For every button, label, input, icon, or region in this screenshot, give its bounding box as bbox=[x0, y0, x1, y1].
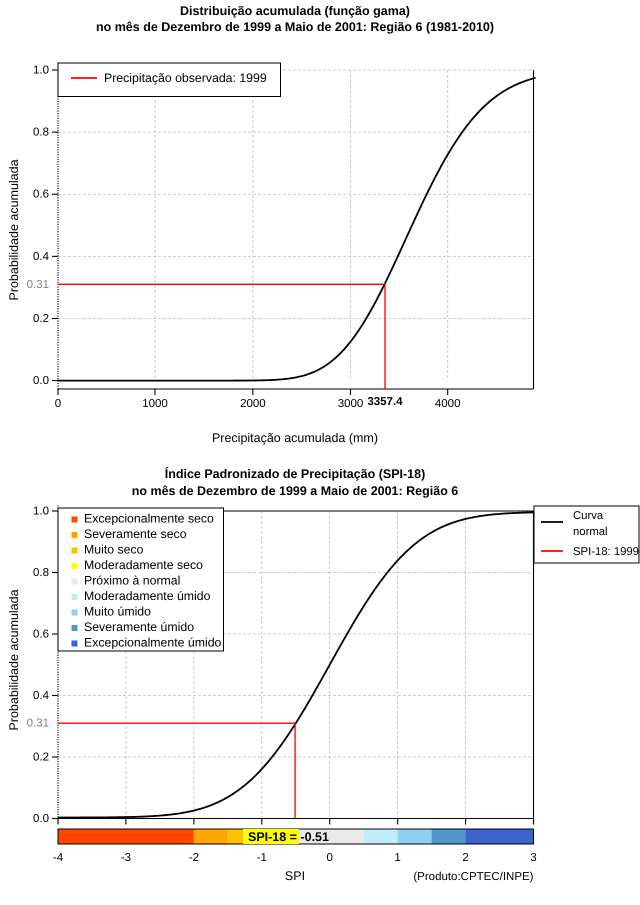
svg-text:no mês de Dezembro de 1999 a M: no mês de Dezembro de 1999 a Maio de 200… bbox=[132, 484, 459, 498]
svg-text:0.4: 0.4 bbox=[33, 251, 50, 263]
svg-text:Precipitação acumulada (mm): Precipitação acumulada (mm) bbox=[212, 431, 378, 445]
svg-text:Moderadamente úmido: Moderadamente úmido bbox=[84, 589, 211, 603]
svg-text:Probabilidade acumulada: Probabilidade acumulada bbox=[7, 159, 21, 300]
svg-text:Próximo à normal: Próximo à normal bbox=[84, 574, 180, 588]
svg-text:3357.4: 3357.4 bbox=[367, 396, 403, 408]
svg-text:2000: 2000 bbox=[240, 398, 266, 410]
svg-text:Excepcionalmente seco: Excepcionalmente seco bbox=[84, 512, 214, 526]
svg-text:-4: -4 bbox=[53, 852, 64, 864]
svg-text:0: 0 bbox=[327, 852, 333, 864]
svg-text:normal: normal bbox=[573, 526, 608, 538]
svg-text:0.0: 0.0 bbox=[33, 813, 49, 825]
svg-text:Muito úmido: Muito úmido bbox=[84, 605, 151, 619]
svg-text:3000: 3000 bbox=[338, 398, 364, 410]
svg-text:Excepcionalmente úmido: Excepcionalmente úmido bbox=[84, 636, 222, 650]
svg-text:(Produto:CPTEC/INPE): (Produto:CPTEC/INPE) bbox=[413, 871, 533, 883]
svg-text:1: 1 bbox=[394, 852, 400, 864]
svg-text:Distribuição acumulada (função: Distribuição acumulada (função gama) bbox=[180, 4, 410, 18]
svg-text:Severamente úmido: Severamente úmido bbox=[84, 620, 194, 634]
svg-text:1000: 1000 bbox=[142, 398, 168, 410]
svg-text:Muito seco: Muito seco bbox=[84, 543, 144, 557]
svg-text:Precipitação observada: 1999: Precipitação observada: 1999 bbox=[104, 71, 267, 85]
svg-text:0.4: 0.4 bbox=[33, 690, 50, 702]
svg-text:Índice Padronizado de Precipit: Índice Padronizado de Precipitação (SPI-… bbox=[165, 466, 426, 481]
svg-text:0: 0 bbox=[55, 398, 61, 410]
svg-text:0.31: 0.31 bbox=[27, 279, 49, 291]
svg-text:Moderadamente seco: Moderadamente seco bbox=[84, 558, 203, 572]
svg-text:Severamente seco: Severamente seco bbox=[84, 527, 187, 541]
svg-text:Probabilidade acumulada: Probabilidade acumulada bbox=[7, 589, 21, 730]
svg-text:0.6: 0.6 bbox=[33, 629, 49, 641]
svg-text:-3: -3 bbox=[121, 852, 131, 864]
svg-text:0.8: 0.8 bbox=[33, 127, 49, 139]
svg-text:no mês de Dezembro de 1999 a M: no mês de Dezembro de 1999 a Maio de 200… bbox=[96, 20, 494, 34]
svg-text:SPI: SPI bbox=[285, 869, 305, 883]
svg-text:SPI-18 = -0.51: SPI-18 = -0.51 bbox=[248, 830, 329, 844]
svg-text:-1: -1 bbox=[257, 852, 267, 864]
svg-text:0.2: 0.2 bbox=[33, 752, 49, 764]
svg-text:3: 3 bbox=[530, 852, 536, 864]
svg-text:0.0: 0.0 bbox=[33, 375, 49, 387]
svg-text:0.6: 0.6 bbox=[33, 189, 49, 201]
svg-text:0.2: 0.2 bbox=[33, 313, 49, 325]
svg-text:1.0: 1.0 bbox=[33, 65, 49, 77]
svg-text:0.8: 0.8 bbox=[33, 567, 49, 579]
svg-text:2: 2 bbox=[462, 852, 468, 864]
svg-text:Curva: Curva bbox=[573, 510, 604, 522]
svg-text:0.31: 0.31 bbox=[27, 718, 49, 730]
svg-text:-2: -2 bbox=[189, 852, 199, 864]
svg-text:4000: 4000 bbox=[435, 398, 461, 410]
svg-text:SPI-18: 1999: SPI-18: 1999 bbox=[573, 546, 639, 558]
svg-text:1.0: 1.0 bbox=[33, 506, 49, 518]
